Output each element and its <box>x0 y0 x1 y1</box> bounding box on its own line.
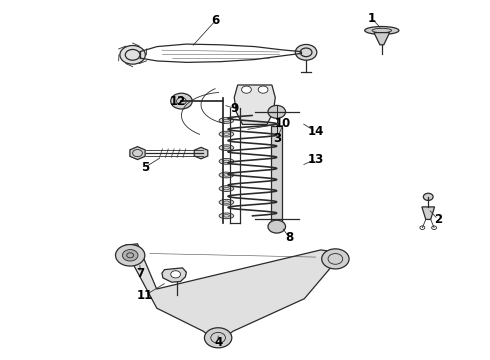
Ellipse shape <box>365 27 399 35</box>
Text: 1: 1 <box>368 12 376 25</box>
Text: 4: 4 <box>214 336 222 349</box>
Circle shape <box>171 93 192 109</box>
Circle shape <box>116 244 145 266</box>
Circle shape <box>268 105 286 118</box>
Circle shape <box>122 249 138 261</box>
Circle shape <box>423 193 433 201</box>
Ellipse shape <box>219 213 234 219</box>
Polygon shape <box>422 207 435 220</box>
Text: 12: 12 <box>170 95 186 108</box>
Ellipse shape <box>219 199 234 205</box>
FancyBboxPatch shape <box>271 126 282 223</box>
Ellipse shape <box>219 118 234 123</box>
Circle shape <box>322 249 349 269</box>
Ellipse shape <box>219 145 234 150</box>
Circle shape <box>171 271 180 278</box>
Text: 8: 8 <box>285 231 293 244</box>
Polygon shape <box>374 33 390 45</box>
Ellipse shape <box>219 131 234 137</box>
Polygon shape <box>118 244 346 339</box>
Text: 14: 14 <box>308 125 324 138</box>
Text: 10: 10 <box>274 117 291 130</box>
Polygon shape <box>194 147 208 159</box>
Circle shape <box>295 44 317 60</box>
Ellipse shape <box>219 172 234 178</box>
Circle shape <box>120 45 146 64</box>
Circle shape <box>258 86 268 93</box>
Polygon shape <box>130 147 145 159</box>
Text: 3: 3 <box>273 132 281 145</box>
Text: 9: 9 <box>230 102 238 115</box>
Text: 7: 7 <box>136 267 144 280</box>
Text: 11: 11 <box>137 289 153 302</box>
Circle shape <box>204 328 232 348</box>
Circle shape <box>268 220 286 233</box>
Circle shape <box>242 86 251 93</box>
Polygon shape <box>162 268 186 282</box>
Text: 2: 2 <box>434 213 442 226</box>
Ellipse shape <box>219 158 234 164</box>
Polygon shape <box>234 85 275 125</box>
Text: 6: 6 <box>212 14 220 27</box>
Text: 13: 13 <box>308 153 324 166</box>
Ellipse shape <box>219 186 234 192</box>
Text: 5: 5 <box>141 161 149 174</box>
